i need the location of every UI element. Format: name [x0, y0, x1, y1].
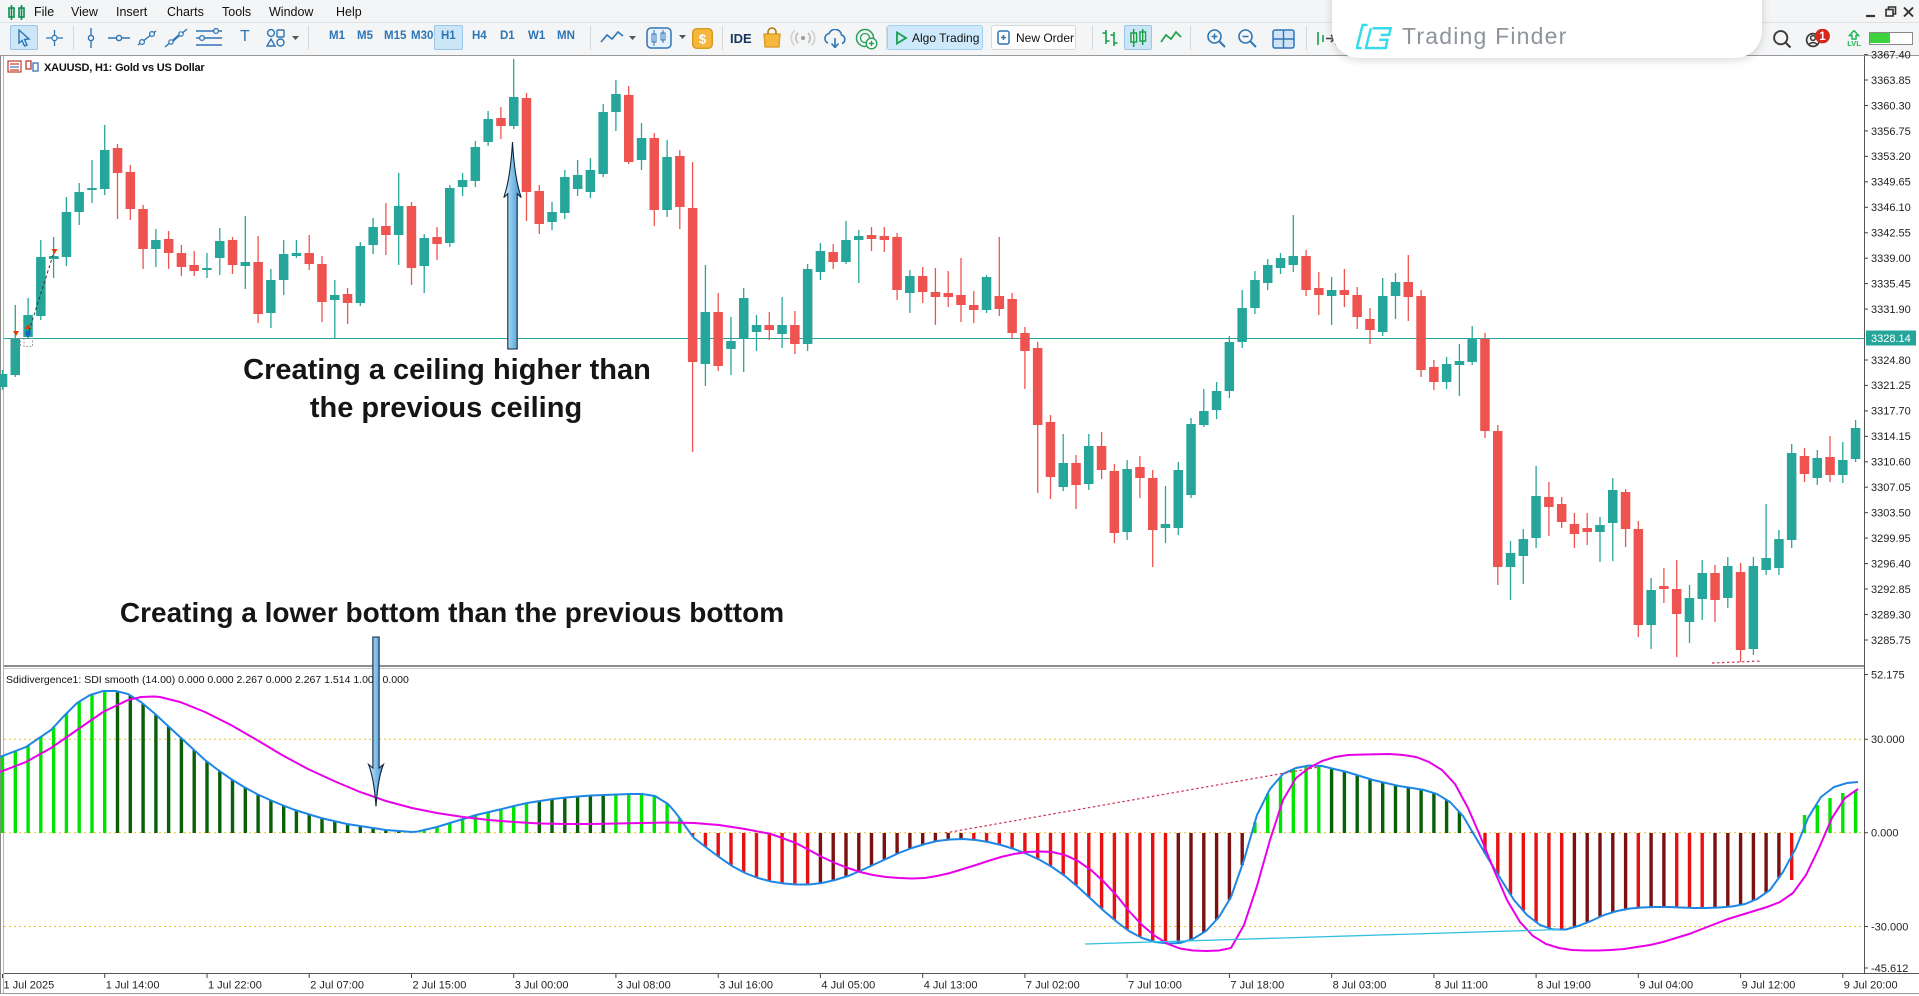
- svg-text:-45.612: -45.612: [1871, 963, 1908, 975]
- svg-text:30.000: 30.000: [1871, 734, 1905, 746]
- svg-text:4 Jul 13:00: 4 Jul 13:00: [924, 980, 978, 992]
- svg-text:3346.10: 3346.10: [1871, 202, 1911, 214]
- svg-text:0.000: 0.000: [1871, 828, 1899, 840]
- svg-text:8 Jul 11:00: 8 Jul 11:00: [1435, 980, 1488, 992]
- svg-text:1 Jul 2025: 1 Jul 2025: [4, 980, 55, 992]
- svg-text:1 Jul 22:00: 1 Jul 22:00: [208, 980, 262, 992]
- svg-text:LVL: LVL: [1847, 39, 1861, 47]
- svg-text:9 Jul 12:00: 9 Jul 12:00: [1742, 980, 1796, 992]
- svg-text:3296.40: 3296.40: [1871, 558, 1911, 570]
- svg-text:Creating a ceiling higher than: Creating a ceiling higher than: [243, 354, 651, 386]
- svg-text:2 Jul 15:00: 2 Jul 15:00: [413, 980, 467, 992]
- svg-text:9 Jul 20:00: 9 Jul 20:00: [1844, 980, 1898, 992]
- svg-text:Sdidivergence1: SDI smooth (1: Sdidivergence1: SDI smooth (14.00) 0.000…: [6, 674, 409, 686]
- svg-text:3324.80: 3324.80: [1871, 355, 1911, 367]
- svg-text:3285.75: 3285.75: [1871, 635, 1911, 647]
- svg-text:3367.40: 3367.40: [1871, 49, 1911, 61]
- svg-text:$: $: [699, 32, 707, 47]
- svg-text:7 Jul 10:00: 7 Jul 10:00: [1128, 980, 1182, 992]
- svg-text:1: 1: [1819, 31, 1826, 43]
- svg-text:2 Jul 07:00: 2 Jul 07:00: [310, 980, 364, 992]
- svg-text:-30.000: -30.000: [1871, 921, 1908, 933]
- svg-text:3307.05: 3307.05: [1871, 482, 1911, 494]
- svg-text:3299.95: 3299.95: [1871, 533, 1911, 545]
- svg-text:3349.65: 3349.65: [1871, 177, 1911, 189]
- svg-text:3317.70: 3317.70: [1871, 406, 1911, 418]
- svg-text:3363.85: 3363.85: [1871, 75, 1911, 87]
- svg-text:8 Jul 19:00: 8 Jul 19:00: [1537, 980, 1591, 992]
- svg-text:7 Jul 02:00: 7 Jul 02:00: [1026, 980, 1080, 992]
- svg-text:3342.55: 3342.55: [1871, 228, 1911, 240]
- svg-text:7 Jul 18:00: 7 Jul 18:00: [1230, 980, 1284, 992]
- svg-text:4 Jul 05:00: 4 Jul 05:00: [821, 980, 875, 992]
- svg-text:1 Jul 14:00: 1 Jul 14:00: [106, 980, 160, 992]
- svg-text:3292.85: 3292.85: [1871, 584, 1911, 596]
- svg-text:52.175: 52.175: [1871, 669, 1905, 681]
- svg-text:3331.90: 3331.90: [1871, 304, 1911, 316]
- svg-text:3 Jul 16:00: 3 Jul 16:00: [719, 980, 773, 992]
- svg-text:3310.60: 3310.60: [1871, 457, 1911, 469]
- svg-text:3328.14: 3328.14: [1871, 333, 1911, 345]
- svg-text:3335.45: 3335.45: [1871, 278, 1911, 290]
- svg-text:9 Jul 04:00: 9 Jul 04:00: [1639, 980, 1693, 992]
- svg-text:3353.20: 3353.20: [1871, 151, 1911, 163]
- svg-text:the previous ceiling: the previous ceiling: [310, 392, 582, 424]
- svg-text:3289.30: 3289.30: [1871, 609, 1911, 621]
- svg-text:3314.15: 3314.15: [1871, 431, 1911, 443]
- svg-text:3356.75: 3356.75: [1871, 126, 1911, 138]
- svg-text:3 Jul 00:00: 3 Jul 00:00: [515, 980, 569, 992]
- svg-text:8 Jul 03:00: 8 Jul 03:00: [1333, 980, 1387, 992]
- svg-text:3339.00: 3339.00: [1871, 253, 1911, 265]
- svg-text:XAUUSD, H1: Gold vs US Dollar: XAUUSD, H1: Gold vs US Dollar: [44, 62, 205, 74]
- svg-text:3303.50: 3303.50: [1871, 508, 1911, 520]
- svg-text:3 Jul 08:00: 3 Jul 08:00: [617, 980, 671, 992]
- svg-text:3321.25: 3321.25: [1871, 380, 1911, 392]
- svg-text:3360.30: 3360.30: [1871, 100, 1911, 112]
- svg-text:Creating a lower bottom than t: Creating a lower bottom than the previou…: [120, 597, 784, 628]
